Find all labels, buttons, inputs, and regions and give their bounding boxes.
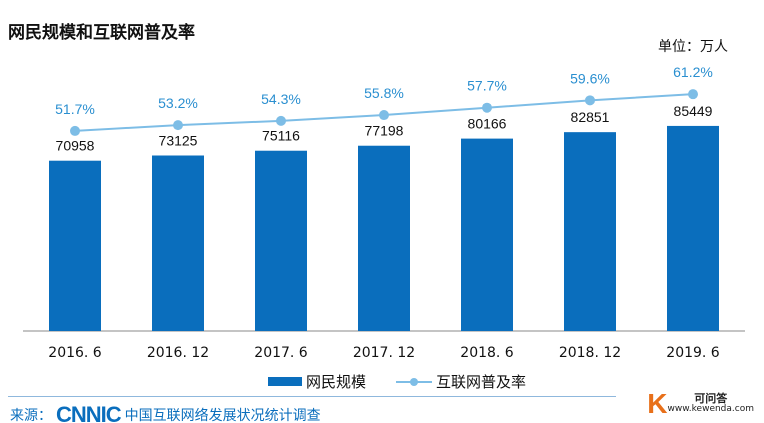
- bar: [255, 150, 307, 331]
- cnnic-logo: CNNIC: [56, 402, 122, 423]
- rate-label: 51.7%: [55, 101, 95, 117]
- kewenda-watermark: K 可问答 www.kewenda.com: [647, 388, 754, 420]
- source-prefix: 来源：: [10, 408, 52, 423]
- rate-label: 55.8%: [364, 85, 404, 101]
- bar: [564, 132, 616, 331]
- bar: [49, 160, 101, 331]
- rate-point: [482, 102, 492, 113]
- bar: [667, 125, 719, 332]
- watermark-name: 可问答: [694, 392, 728, 405]
- bar-value-label: 82851: [571, 109, 610, 125]
- legend-label-rate: 互联网普及率: [436, 373, 527, 391]
- legend-bar-swatch: [268, 377, 302, 386]
- rate-label: 61.2%: [673, 64, 713, 80]
- source-text: 中国互联网络发展状况统计调查: [124, 408, 321, 423]
- x-tick-label: 2017. 12: [353, 345, 415, 361]
- bar-value-label: 75116: [262, 128, 300, 144]
- x-tick-label: 2017. 6: [254, 345, 308, 361]
- rate-label: 53.2%: [158, 95, 198, 111]
- bar: [358, 145, 410, 331]
- bar: [152, 155, 204, 331]
- watermark-url: www.kewenda.com: [667, 404, 754, 414]
- chart-title: 网民规模和互联网普及率: [8, 23, 195, 43]
- rate-point: [70, 125, 80, 136]
- x-tick-label: 2016. 6: [48, 345, 102, 361]
- rate-label: 57.7%: [467, 78, 507, 94]
- legend: 网民规模 互联网普及率: [268, 371, 526, 392]
- rate-point: [585, 95, 595, 106]
- rate-point: [173, 120, 183, 131]
- bar: [461, 138, 513, 331]
- x-tick-label: 2018. 12: [559, 345, 621, 361]
- rate-point: [688, 89, 698, 100]
- bar-value-label: 70958: [56, 138, 95, 154]
- x-tick-label: 2016. 12: [147, 345, 209, 361]
- legend-label-users: 网民规模: [306, 373, 367, 391]
- watermark-logo: K: [647, 388, 668, 419]
- rate-label: 54.3%: [261, 91, 301, 107]
- footer-divider: [8, 396, 616, 397]
- rate-point: [276, 115, 286, 126]
- legend-line-swatch: [396, 376, 433, 388]
- source-line: 来源： CNNIC 中国互联网络发展状况统计调查: [10, 402, 321, 423]
- bar-value-label: 85449: [674, 103, 713, 119]
- rate-point: [379, 110, 389, 121]
- bar-value-label: 73125: [159, 133, 198, 149]
- bar-value-label: 80166: [468, 116, 507, 132]
- unit-label: 单位：万人: [658, 39, 728, 55]
- bar-value-label: 77198: [365, 123, 404, 139]
- x-tick-label: 2019. 6: [666, 345, 720, 361]
- rate-label: 59.6%: [570, 70, 610, 86]
- x-tick-label: 2018. 6: [460, 345, 514, 361]
